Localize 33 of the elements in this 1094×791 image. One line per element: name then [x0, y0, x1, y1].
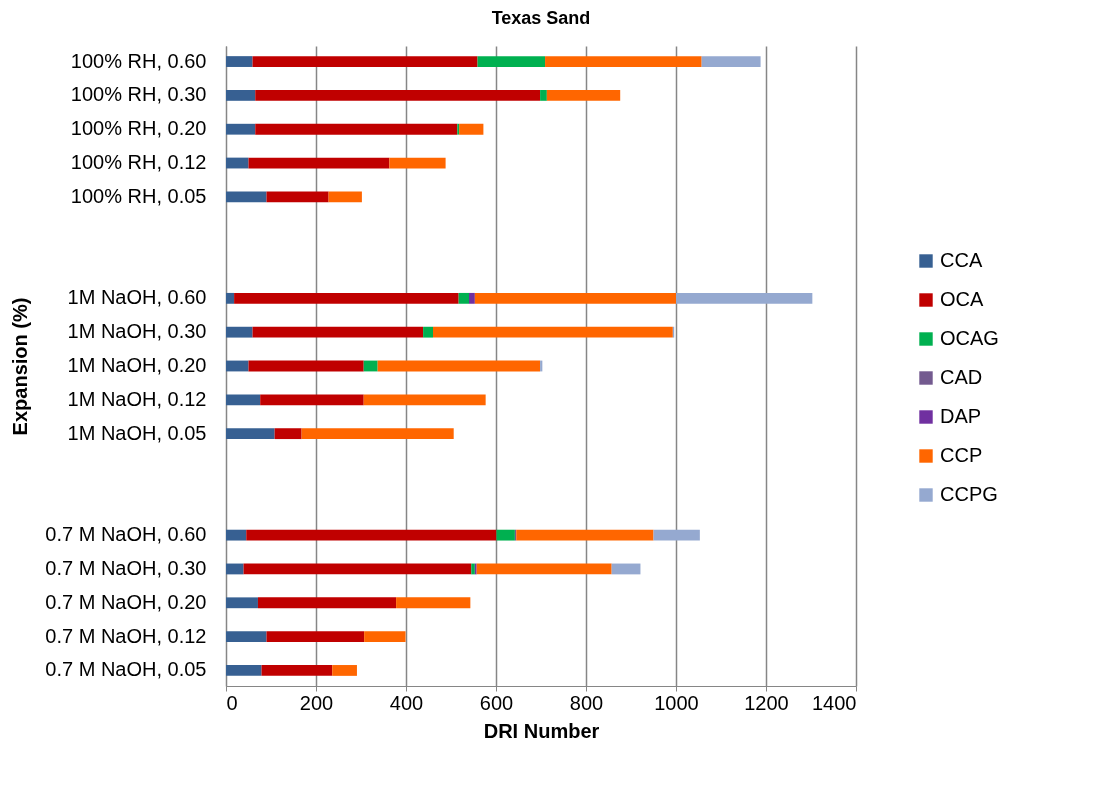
y-tick-label: 0.7 M NaOH, 0.05: [45, 658, 207, 681]
legend-label: DAP: [940, 405, 982, 427]
y-tick-label: 0.7 M NaOH, 0.20: [45, 590, 207, 613]
y-axis-title: Expansion (%): [9, 297, 32, 436]
y-tick-label: 0.7 M NaOH, 0.60: [45, 523, 207, 546]
y-tick-label: 1M NaOH, 0.30: [67, 320, 207, 343]
y-tick-label: 0.7 M NaOH, 0.30: [45, 556, 207, 579]
y-tick-label: 100% RH, 0.12: [70, 151, 207, 174]
x-tick-label: 0: [226, 691, 238, 714]
y-tick-label: 0.7 M NaOH, 0.12: [45, 624, 207, 647]
y-tick-label: 1M NaOH, 0.60: [67, 286, 207, 309]
x-tick-label: 1400: [812, 691, 857, 714]
chart-title: Texas Sand: [491, 8, 591, 28]
legend-label: CCP: [940, 444, 983, 466]
y-tick-label: 1M NaOH, 0.05: [67, 421, 207, 444]
legend-label: CCPG: [940, 483, 998, 505]
x-tick-label: 600: [479, 691, 514, 714]
legend-label: OCA: [940, 288, 984, 310]
x-tick-label: 200: [299, 691, 334, 714]
legend-label: CCA: [940, 249, 983, 271]
x-tick-label: 1200: [744, 691, 789, 714]
y-tick-label: 100% RH, 0.20: [70, 117, 207, 140]
x-tick-label: 800: [569, 691, 604, 714]
y-tick-label: 1M NaOH, 0.12: [67, 387, 207, 410]
x-tick-label: 1000: [654, 691, 699, 714]
x-axis-title: DRI Number: [483, 719, 600, 742]
x-tick-label: 400: [389, 691, 424, 714]
legend-label: CAD: [940, 366, 983, 388]
y-tick-label: 100% RH, 0.30: [70, 83, 207, 106]
y-tick-label: 100% RH, 0.05: [70, 184, 207, 207]
legend-label: OCAG: [940, 327, 999, 349]
y-tick-label: 100% RH, 0.60: [70, 49, 207, 72]
y-tick-label: 1M NaOH, 0.20: [67, 354, 207, 376]
